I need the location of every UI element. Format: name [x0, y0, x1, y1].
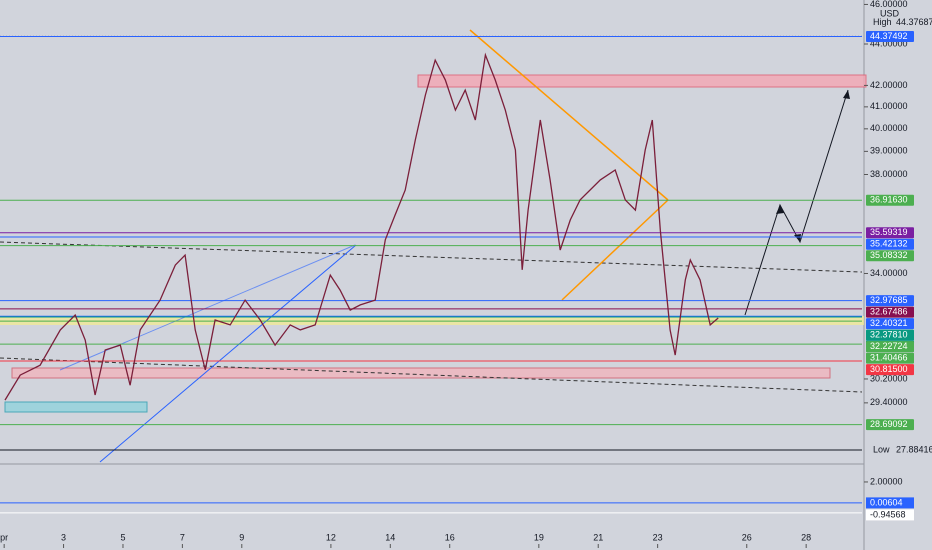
price-tag	[866, 306, 914, 318]
price-tag-label: 31.40466	[870, 353, 908, 363]
demand-zone	[4, 401, 148, 413]
price-tag-label: 44.37492	[870, 31, 908, 41]
y-tick-label: 40.00000	[870, 123, 908, 133]
osc-tag-label: 0.00604	[870, 497, 903, 507]
arrow-head	[776, 205, 784, 214]
high-value: 44.37687	[896, 17, 932, 27]
triangle-line	[561, 199, 669, 301]
price-tag	[866, 419, 914, 431]
price-tag	[866, 295, 914, 307]
price-tag-label: 32.37810	[870, 330, 908, 340]
arrow-head	[843, 90, 850, 99]
price-tag	[866, 194, 914, 206]
price-tag	[866, 30, 914, 42]
price-tag-label: 32.22724	[870, 341, 908, 351]
price-tag-label: 28.69092	[870, 419, 908, 429]
x-tick-label: 16	[445, 532, 455, 542]
x-tick-label: 28	[801, 532, 811, 542]
low-value: 27.88416	[896, 444, 932, 454]
low-name: Low	[873, 444, 890, 454]
x-tick-label: 21	[593, 532, 603, 542]
price-tag-label: 30.81500	[870, 364, 908, 374]
x-tick-label: 26	[742, 532, 752, 542]
y-tick-label: 34.00000	[870, 268, 908, 278]
y-tick-label: 38.00000	[870, 169, 908, 179]
y-tick-label: 46.00000	[870, 0, 908, 9]
y-tick-label: 41.00000	[870, 101, 908, 111]
resistance-zone	[417, 74, 867, 88]
x-tick-label: 3	[61, 532, 66, 542]
price-tag	[866, 341, 914, 353]
price-zone	[0, 316, 864, 325]
y-tick-label: 42.00000	[870, 80, 908, 90]
y-tick-label: 30.20000	[870, 373, 908, 383]
channel-line	[99, 244, 357, 463]
price-line	[4, 52, 719, 401]
price-tag-label: 35.08332	[870, 250, 908, 260]
price-tag	[866, 318, 914, 330]
x-tick-label: 23	[653, 532, 663, 542]
arrow-head	[794, 234, 801, 242]
currency-label: USD	[880, 8, 900, 18]
price-tag-label: 32.97685	[870, 295, 908, 305]
y-tick-label: 44.00000	[870, 38, 908, 48]
high-name: High	[873, 17, 892, 27]
x-tick-label: 7	[180, 532, 185, 542]
price-tag	[866, 227, 914, 239]
price-tag	[866, 352, 914, 364]
trend-line	[0, 241, 863, 273]
triangle-line	[469, 29, 669, 201]
osc-tag-label: -0.94568	[870, 509, 906, 519]
support-zone	[11, 367, 831, 379]
x-tick-label: 19	[534, 532, 544, 542]
price-tag	[866, 329, 914, 341]
price-tag	[866, 238, 914, 250]
price-tag-label: 32.40321	[870, 318, 908, 328]
x-tick-label: 5	[120, 532, 125, 542]
x-tick-label: pr	[0, 532, 8, 542]
projection-arrow	[744, 89, 849, 316]
osc-tag	[866, 497, 914, 509]
y-tick-label: 39.00000	[870, 146, 908, 156]
x-tick-label: 14	[385, 532, 395, 542]
price-tag-label: 35.42132	[870, 239, 908, 249]
y-tick-label: 29.40000	[870, 397, 908, 407]
price-tag	[866, 250, 914, 262]
osc-tag	[866, 509, 914, 521]
price-tag	[866, 364, 914, 376]
x-tick-label: 12	[326, 532, 336, 542]
price-tag-label: 32.67486	[870, 307, 908, 317]
price-tag-label: 35.59319	[870, 227, 908, 237]
x-tick-label: 9	[239, 532, 244, 542]
price-tag-label: 36.91630	[870, 195, 908, 205]
trend-line	[0, 357, 863, 393]
osc-tick-label: 2.00000	[870, 476, 903, 486]
